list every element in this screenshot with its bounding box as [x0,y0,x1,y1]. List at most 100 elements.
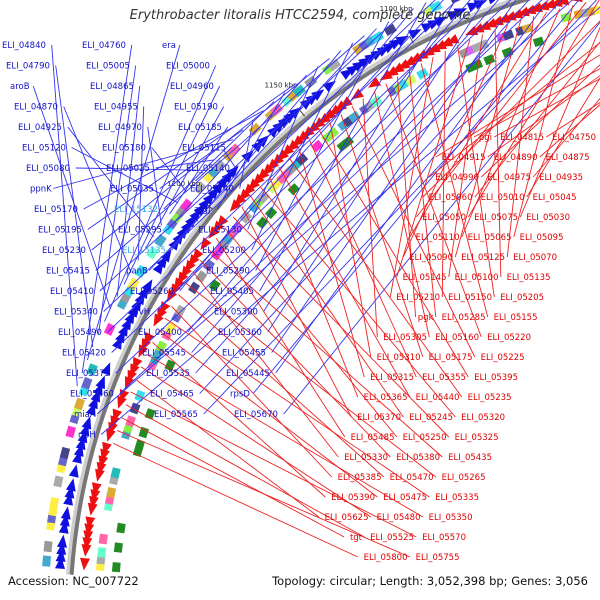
reverse-gene-label-41: ELI_05365 [364,393,408,403]
forward-gene-label-41: ELI_05300 [214,308,258,318]
forward-strand-gene-arrow-4 [56,541,67,555]
reverse-gene-label-60: ELI_05570 [422,533,466,543]
forward-gene-label-53: rpsD [230,390,250,400]
forward-gene-label-26: argJ [194,205,210,215]
leader-line-f-34 [148,28,377,271]
reverse-strand-gene-arrow-67 [177,271,189,285]
forward-gene-label-17: ELI_05115 [182,144,226,154]
leader-line-r-0 [546,102,600,138]
reverse-gene-label-21: ELI_05135 [507,273,551,283]
reverse-strand-gene-arrow-52 [144,331,155,345]
forward-gene-label-0: ELI_04840 [2,41,46,51]
leader-line-r-60 [130,391,417,538]
leader-line-f-20 [223,149,237,169]
gc-marker-feature-block-85 [287,183,300,196]
forward-gene-label-16: ELI_05180 [102,144,146,154]
reverse-gene-label-31: ELI_05160 [435,333,479,343]
reverse-strand-gene-arrow-13 [87,502,98,516]
leader-line-f-3 [55,65,94,348]
reverse-gene-label-46: ELI_05250 [403,433,447,443]
gc-marker-feature-block-100 [341,135,355,148]
reverse-gene-label-48: ELI_05435 [448,453,492,463]
leader-line-f-13 [147,126,162,226]
reverse-strand-gene-arrow-65 [170,283,181,297]
outer-feature-block-22 [65,425,76,438]
leader-line-f-54 [96,0,573,415]
leader-line-f-4 [98,65,137,335]
reverse-strand-gene-arrow-16 [90,489,101,503]
leader-line-f-33 [95,35,365,271]
forward-gene-label-46: ELI_05545 [142,349,186,359]
reverse-strand-gene-arrow-20 [95,468,105,482]
outer-feature-block-118 [383,23,397,36]
forward-strand-gene-arrow-33 [81,416,92,430]
leader-line-r-54 [164,317,430,498]
reverse-strand-gene-arrow-136 [385,66,399,77]
reverse-gene-label-29: pgk [418,313,434,323]
forward-gene-label-18: ELI_05080 [26,164,70,174]
leader-line-f-25 [163,101,275,210]
reverse-strand-gene-arrow-5 [82,537,93,550]
reverse-strand-gene-arrow-14 [89,495,99,509]
leader-line-f-36 [99,14,402,292]
outer-feature-block-42 [103,322,116,336]
leader-line-r-13 [467,0,600,218]
reverse-gene-label-4: ELI_04890 [494,153,538,163]
reverse-gene-label-19: ELI_05125 [461,253,505,263]
reverse-gene-label-8: ELI_04990 [435,173,479,183]
reverse-gene-label-34: ELI_05175 [429,353,473,363]
outer-feature-block-54 [146,246,159,260]
leader-line-r-14 [415,2,587,218]
leader-line-f-40 [156,0,444,312]
leader-line-f-27 [87,83,296,230]
accession-label: Accession: NC_007722 [8,574,139,588]
leader-line-f-9 [63,106,132,273]
reverse-strand-gene-arrow-162 [484,18,498,28]
forward-gene-label-23: ELI_05240 [190,185,234,195]
reverse-strand-gene-arrow-35 [112,408,123,422]
forward-gene-label-22: ELI_05035 [110,185,154,195]
leader-line-r-2 [473,68,600,138]
forward-gene-label-11: ELI_05190 [174,103,218,113]
reverse-gene-label-39: ELI_05235 [468,393,512,403]
reverse-gene-label-38: ELI_05315 [370,373,414,383]
leader-line-f-7 [116,85,141,297]
reverse-strand-gene-arrow-73 [188,254,200,267]
gc-marker-feature-block-24 [134,439,145,451]
reverse-gene-label-37: ELI_05355 [422,373,466,383]
forward-gene-label-20: ELI_05140 [186,164,230,174]
inner-feature-block-45 [164,322,177,335]
leader-line-f-23 [239,119,254,189]
leader-line-r-10 [474,41,600,198]
forward-gene-label-38: ELI_05405 [210,287,254,297]
leader-line-r-44 [241,206,352,418]
reverse-strand-gene-arrow-18 [91,482,102,496]
leader-line-f-18 [75,167,205,171]
leader-line-f-41 [263,0,457,312]
forward-strand-gene-arrow-45 [100,362,111,376]
reverse-gene-label-26: ELI_05210 [396,293,440,303]
inner-feature-block-15 [106,487,117,499]
leader-line-r-33 [351,106,476,358]
inner-feature-block-4 [97,547,107,558]
reverse-gene-label-5: ELI_04915 [442,153,486,163]
leader-line-f-12 [67,126,154,238]
gc-marker-feature-block-29 [138,426,149,439]
leader-line-r-19 [454,20,522,258]
reverse-gene-label-64: ELI_05800 [364,553,408,563]
leader-line-r-53 [171,305,333,478]
reverse-strand-gene-arrow-175 [543,0,557,9]
forward-gene-label-35: ELI_05290 [206,267,250,277]
reverse-strand-gene-arrow-22 [96,461,107,476]
forward-strand-gene-arrow-42 [95,375,105,390]
leader-line-r-20 [402,24,509,258]
inner-feature-block-50 [174,304,187,318]
reverse-gene-label-40: ELI_05440 [416,393,460,403]
reverse-strand-gene-arrow-77 [200,237,212,250]
gc-marker-feature-block-56 [208,279,221,292]
forward-gene-label-21: ppnK [30,185,52,195]
leader-line-f-35 [255,21,390,271]
forward-gene-label-51: ELI_05560 [70,390,114,400]
leader-line-r-43 [250,196,404,418]
